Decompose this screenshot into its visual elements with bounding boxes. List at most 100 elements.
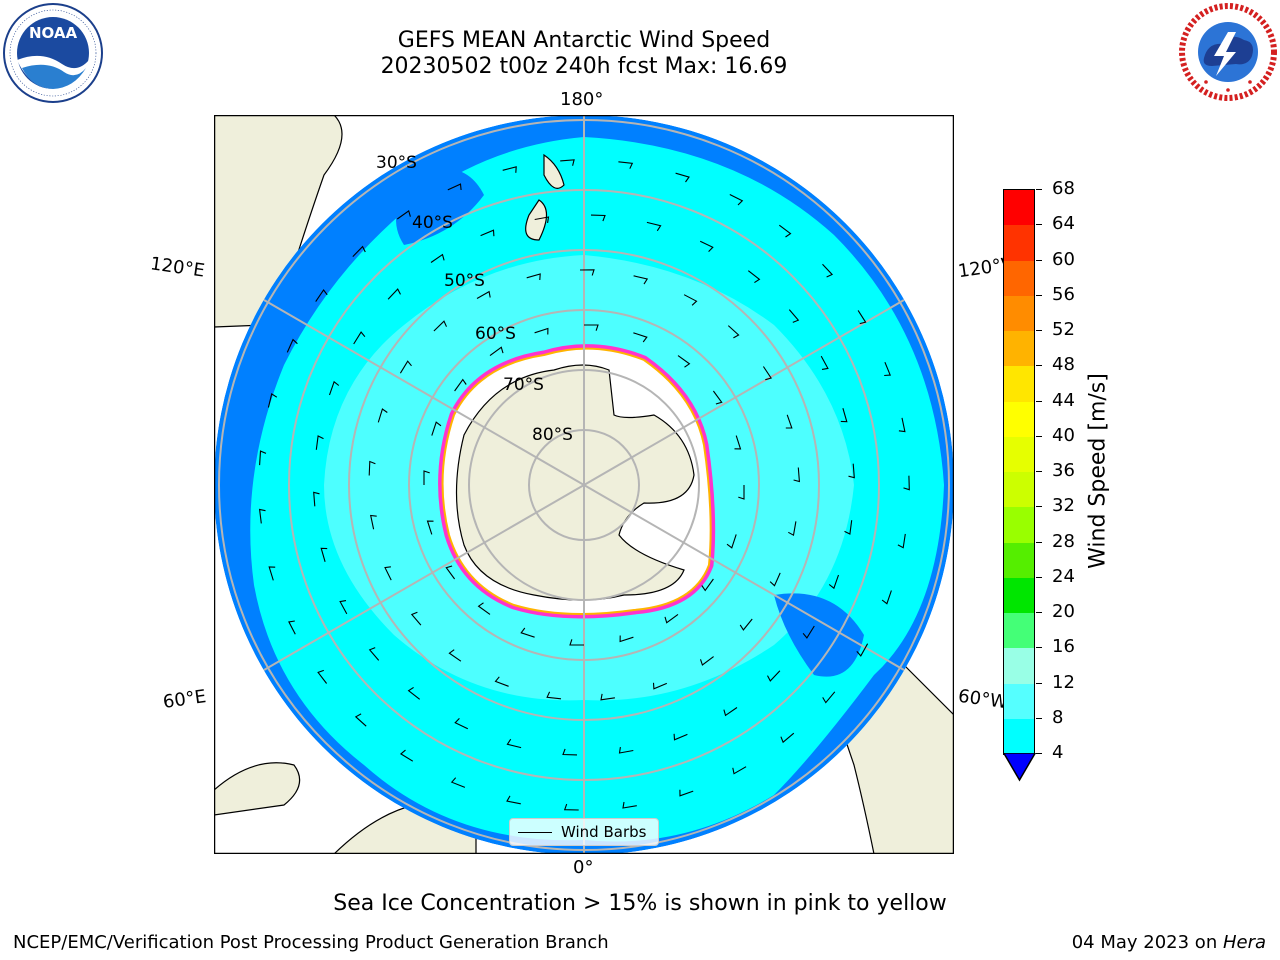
wind-barb xyxy=(450,777,466,788)
wind-barb xyxy=(267,393,278,408)
colorbar-ticks: 68 64 60 56 52 48 44 40 36 32 28 24 20 16 12 8 4 xyxy=(1036,180,1096,769)
wind-barb xyxy=(820,355,829,370)
colorbar-tick-label: 24 xyxy=(1052,565,1075,587)
wind-barb xyxy=(563,803,579,811)
madagascar-land xyxy=(214,762,301,816)
wind-barb xyxy=(315,435,324,450)
wind-barb xyxy=(399,749,414,762)
colorbar-tick-mark xyxy=(1036,435,1042,437)
wind-barb xyxy=(618,747,634,754)
wind-barb xyxy=(679,789,694,797)
wind-barb xyxy=(286,338,298,353)
wind-barb xyxy=(828,574,840,590)
colorbar-tick-label: 8 xyxy=(1052,706,1064,728)
colorbar-tick-label: 40 xyxy=(1052,424,1075,446)
wind-barb xyxy=(844,520,853,535)
map-frame xyxy=(214,115,954,854)
lon-label-180: 180° xyxy=(560,89,604,110)
colorbar-band xyxy=(1004,331,1034,367)
wind-barb xyxy=(822,691,836,704)
lat-label-30s: 30°S xyxy=(376,153,417,173)
wind-barb xyxy=(579,269,595,276)
legend-label: Wind Barbs xyxy=(561,823,647,841)
noaa-logo-text: NOAA xyxy=(29,24,78,42)
graticule xyxy=(218,115,950,854)
colorbar-band xyxy=(1004,613,1034,649)
colorbar-extend-arrow xyxy=(1003,753,1036,782)
wind-barb xyxy=(897,533,906,549)
colorbar-tick-label: 52 xyxy=(1052,319,1075,340)
colorbar-band xyxy=(1004,436,1034,473)
wind-barb xyxy=(769,572,781,587)
wind-barb xyxy=(489,346,504,357)
colorbar-label: Wind Speed [m/s] xyxy=(1085,373,1111,569)
wind-barb xyxy=(788,521,797,537)
wind-barb xyxy=(368,647,380,661)
wind-barb xyxy=(767,670,781,682)
wind-barb xyxy=(822,263,834,278)
wind-barb xyxy=(699,656,714,666)
wind-barb xyxy=(476,290,491,299)
wind-barb xyxy=(387,288,401,300)
colorbar-band xyxy=(1004,648,1034,684)
wind-barb xyxy=(370,514,377,530)
wind-barb xyxy=(268,566,276,581)
colorbar-tick-label: 56 xyxy=(1052,283,1075,305)
wind-barb xyxy=(534,216,550,223)
wind-barb xyxy=(546,691,562,700)
colorbar-tick-mark xyxy=(1036,294,1042,296)
title-line-2: 20230502 t00z 240h fcst Max: 16.69 xyxy=(380,54,788,79)
colorbar xyxy=(1003,189,1035,755)
colorbar-tick-label: 48 xyxy=(1052,354,1075,376)
wind-barb xyxy=(677,355,691,368)
wind-barb xyxy=(778,224,792,238)
wind-barb xyxy=(619,635,634,643)
wind-barb xyxy=(793,467,801,483)
wind-barb xyxy=(840,408,848,423)
colorbar-tick-mark xyxy=(1036,717,1042,719)
wind-barb xyxy=(445,565,456,580)
wind-barb xyxy=(856,643,869,657)
footer-date: 04 May 2023 on Hera xyxy=(1072,933,1266,953)
wind-barb xyxy=(454,378,467,392)
lon-label-60w: 60°W xyxy=(956,685,1009,714)
wind-barb xyxy=(259,450,267,466)
wind-barb xyxy=(502,166,517,173)
wind-barb xyxy=(739,618,753,631)
colorbar-tick-mark xyxy=(1036,259,1042,261)
legend-line-icon xyxy=(518,832,552,833)
wind-barb xyxy=(747,270,761,284)
wind-barb xyxy=(339,600,348,615)
wind-barb xyxy=(785,414,793,429)
colorbar-band xyxy=(1004,577,1034,614)
wind-barb xyxy=(506,795,521,805)
wind-barb xyxy=(802,625,815,639)
wind-barb xyxy=(898,417,906,433)
wind-barb xyxy=(431,421,442,436)
footer-branch: NCEP/EMC/Verification Post Processing Pr… xyxy=(13,932,609,953)
wind-barb xyxy=(494,676,509,687)
wind-barb xyxy=(353,331,366,345)
wind-barb xyxy=(788,309,800,323)
colorbar-tick-mark xyxy=(1036,612,1042,613)
wind-barb xyxy=(723,707,738,717)
lat-label-60s: 60°S xyxy=(475,324,516,344)
colorbar-tick-label: 12 xyxy=(1052,671,1075,693)
wind-barb xyxy=(328,380,340,396)
colorbar-band xyxy=(1004,295,1034,332)
wind-barb xyxy=(622,801,637,809)
title-line-1: GEFS MEAN Antarctic Wind Speed xyxy=(397,28,771,53)
wind-barb xyxy=(762,366,772,381)
wind-barb xyxy=(447,183,462,191)
colorbar-tick-label: 68 xyxy=(1052,178,1075,199)
wind-barb xyxy=(683,294,698,306)
wind-barb xyxy=(354,713,367,727)
colorbar-tick-mark xyxy=(1036,330,1042,331)
wind-barb xyxy=(562,748,578,756)
wind-barb xyxy=(738,485,745,500)
colorbar-tick-mark xyxy=(1036,506,1042,508)
noaa-logo: NOAA xyxy=(3,3,103,103)
colorbar-tick-mark xyxy=(1036,647,1042,649)
wind-barb xyxy=(384,566,392,581)
wind-barb xyxy=(675,172,690,183)
